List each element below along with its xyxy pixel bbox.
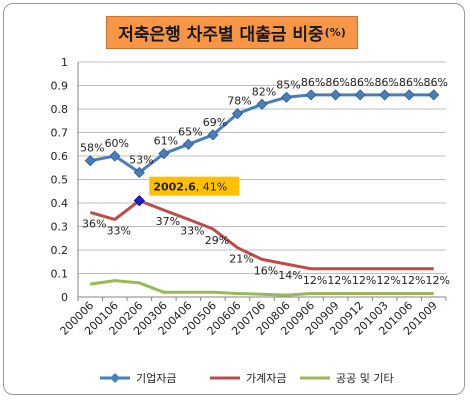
data-label: 33% xyxy=(107,224,131,237)
data-label: 82% xyxy=(252,85,276,98)
annotation-box xyxy=(149,176,240,196)
data-label: 78% xyxy=(227,95,251,108)
data-point xyxy=(133,166,145,179)
data-label: 86% xyxy=(350,76,374,89)
data-label: 86% xyxy=(301,76,325,89)
y-tick-label: 0.5 xyxy=(51,174,69,187)
data-label: 16% xyxy=(254,264,278,277)
annotation-date: 2002.6 xyxy=(153,181,196,194)
data-point xyxy=(207,129,219,141)
data-label: 29% xyxy=(205,234,229,247)
data-label: 14% xyxy=(278,269,302,282)
y-tick-label: 0.7 xyxy=(51,127,69,140)
data-point xyxy=(84,155,96,167)
data-label: 86% xyxy=(424,76,448,89)
legend-marker xyxy=(110,373,120,383)
series-line-2 xyxy=(89,199,434,271)
annotation-text: 2002.6, 41% xyxy=(153,181,227,194)
data-point xyxy=(280,91,293,103)
data-point xyxy=(428,89,440,101)
data-point xyxy=(256,98,268,110)
data-label: 86% xyxy=(325,76,349,89)
data-label: 21% xyxy=(229,253,253,266)
data-point xyxy=(379,89,391,101)
y-tick-label: 0.2 xyxy=(51,244,69,257)
y-tick-label: 0.3 xyxy=(51,221,69,234)
data-point xyxy=(109,150,121,162)
legend-label-3: 공공 및 기타 xyxy=(336,372,394,385)
data-label: 12% xyxy=(401,274,425,287)
y-tick-label: 0.6 xyxy=(51,150,69,163)
data-point xyxy=(305,89,317,101)
data-label: 60% xyxy=(105,137,129,150)
y-tick-label: 0.1 xyxy=(51,268,69,281)
data-label: 85% xyxy=(276,78,300,91)
chart-title: 저축은행 차주별 대출금 비중 (%) xyxy=(106,16,358,49)
data-point xyxy=(158,148,170,160)
data-label: 86% xyxy=(374,76,398,89)
y-tick-label: 0.4 xyxy=(51,197,69,210)
data-label: 61% xyxy=(154,135,178,148)
data-label: 12% xyxy=(327,274,351,287)
data-point xyxy=(330,89,342,101)
data-point xyxy=(182,138,194,150)
data-label: 58% xyxy=(80,142,104,155)
data-label: 12% xyxy=(376,274,400,287)
data-label: 12% xyxy=(352,274,376,287)
y-tick-label: 1 xyxy=(61,56,68,69)
chart-title-text: 저축은행 차주별 대출금 비중 xyxy=(118,25,324,45)
series-line-3 xyxy=(90,279,434,297)
chart-title-unit: (%) xyxy=(324,26,346,39)
data-label: 69% xyxy=(203,116,227,129)
data-label: 37% xyxy=(156,215,180,228)
data-point xyxy=(231,108,244,120)
data-label: 86% xyxy=(399,76,423,89)
data-point xyxy=(403,89,415,101)
data-point xyxy=(354,89,366,101)
y-tick-label: 0.8 xyxy=(51,103,69,116)
annotation-value: , 41% xyxy=(196,181,227,194)
data-label: 65% xyxy=(178,125,202,138)
data-label: 53% xyxy=(129,153,153,166)
annotation-marker xyxy=(133,195,145,207)
y-tick-label: 0 xyxy=(61,291,68,304)
chart-frame xyxy=(3,3,465,395)
legend-label-1: 기업자금 xyxy=(136,372,176,385)
legend-label-2: 가계자금 xyxy=(246,372,286,385)
data-label: 33% xyxy=(180,224,204,237)
y-tick-label: 0.9 xyxy=(51,80,69,93)
data-label: 12% xyxy=(426,274,450,287)
data-label: 36% xyxy=(82,217,106,230)
data-label: 12% xyxy=(303,274,327,287)
